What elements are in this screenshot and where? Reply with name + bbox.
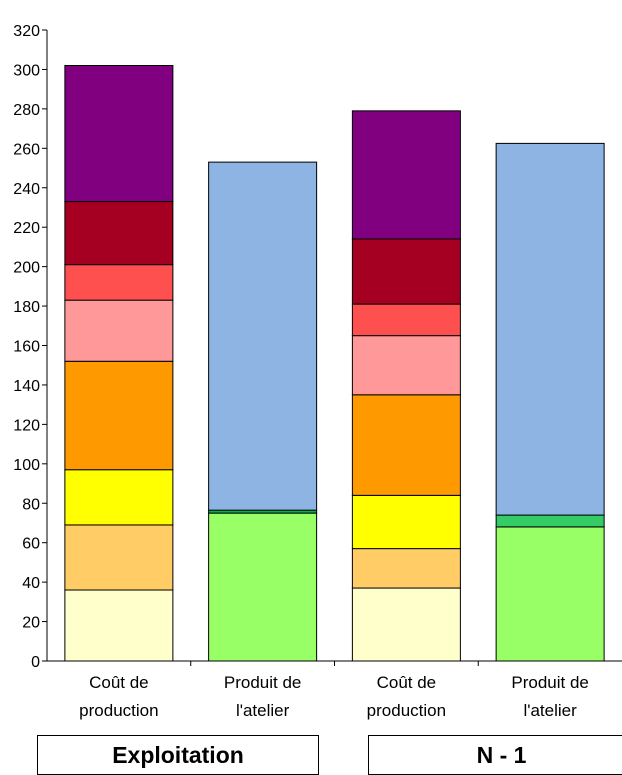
- y-tick-label: 160: [13, 339, 40, 356]
- y-tick-label: 240: [13, 181, 40, 198]
- bar-3-segment-5: [351, 335, 461, 396]
- bar-3-segment-4: [351, 394, 461, 496]
- category-label: production: [367, 701, 446, 720]
- category-label: Coût de: [89, 673, 149, 692]
- y-tick-label: 60: [22, 536, 40, 553]
- y-tick-label: 180: [13, 299, 40, 316]
- y-tick-label: 120: [13, 417, 40, 434]
- bar-3-segment-3: [351, 494, 461, 550]
- y-tick-label: 200: [13, 260, 40, 277]
- bar-3-segment-7: [351, 238, 461, 305]
- bar-1-segment-6: [64, 264, 174, 301]
- bars: [64, 64, 605, 662]
- y-tick-label: 140: [13, 378, 40, 395]
- group-box-exploitation: Exploitation: [37, 735, 319, 775]
- bar-1-segment-1: [64, 589, 174, 662]
- y-tick-label: 0: [31, 654, 40, 671]
- bar-2-segment-1: [208, 512, 318, 662]
- bar-1-segment-8: [64, 64, 174, 203]
- category-label: Produit de: [511, 673, 589, 692]
- bar-1-segment-4: [64, 360, 174, 471]
- y-tick-label: 280: [13, 102, 40, 119]
- category-label: l'atelier: [523, 701, 577, 720]
- bar-3-segment-2: [351, 548, 461, 589]
- y-tick-label: 80: [22, 496, 40, 513]
- group-label-n-1: N - 1: [476, 741, 527, 768]
- group-label-exploitation: Exploitation: [112, 741, 244, 768]
- category-label: l'atelier: [236, 701, 290, 720]
- bar-1-segment-5: [64, 299, 174, 362]
- bar-1-segment-2: [64, 524, 174, 591]
- bar-4-segment-3: [495, 142, 605, 516]
- y-axis: 0 20 40 60 80 100 120 140 160 180 200 220 240 260 280 3…: [13, 23, 622, 671]
- y-tick-label: 20: [22, 615, 40, 632]
- y-tick-label: 40: [22, 575, 40, 592]
- y-tick-label: 100: [13, 457, 40, 474]
- y-tick-label: 320: [13, 23, 40, 40]
- y-tick-label: 220: [13, 220, 40, 237]
- category-label: production: [79, 701, 158, 720]
- bar-1-segment-7: [64, 201, 174, 266]
- bar-3-segment-1: [351, 587, 461, 662]
- y-tick-label: 300: [13, 62, 40, 79]
- group-box-n-1: N - 1: [368, 735, 622, 775]
- bar-3-segment-6: [351, 303, 461, 337]
- bar-1-segment-3: [64, 469, 174, 526]
- bar-3-segment-8: [351, 110, 461, 240]
- y-tick-label: 260: [13, 141, 40, 158]
- bar-2-segment-3: [208, 161, 318, 511]
- category-label: Coût de: [377, 673, 437, 692]
- bar-4-segment-1: [495, 526, 605, 662]
- x-axis-category-labels: Coût de production Produit de l'atelier Coût…: [79, 673, 589, 720]
- bar-4-segment-2: [495, 514, 605, 528]
- category-label: Produit de: [224, 673, 302, 692]
